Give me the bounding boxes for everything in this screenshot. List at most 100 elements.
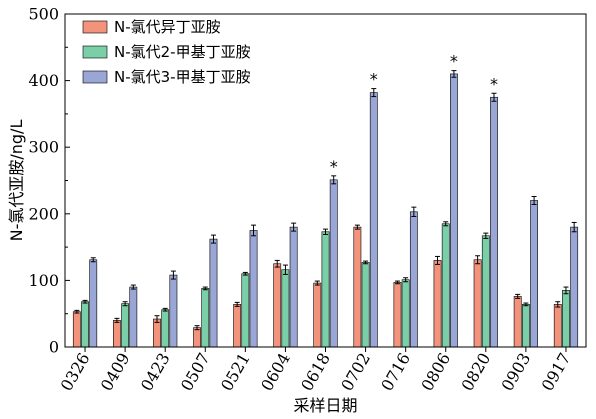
error-bar-0409-series-2 <box>122 301 128 307</box>
error-bar-0903-series-2 <box>523 302 529 307</box>
error-bar-0604-series-3 <box>291 222 297 232</box>
bar-0917-series-2 <box>562 290 570 348</box>
error-bar-0507-series-1 <box>194 325 200 331</box>
bar-0326-series-2 <box>81 301 89 348</box>
error-bar-0917-series-1 <box>555 301 561 308</box>
legend-label-series-1: N-氯代异丁亚胺 <box>114 18 221 36</box>
bar-0917-series-1 <box>553 304 562 348</box>
bar-0423-series-2 <box>161 309 170 348</box>
bar-0903-series-3 <box>530 200 538 348</box>
legend-label-series-3: N-氯代3-甲基丁亚胺 <box>114 68 251 86</box>
error-bar-0903-series-3 <box>531 195 537 205</box>
error-bar-0716-series-2 <box>403 277 409 283</box>
significance-mark-0702: * <box>370 70 378 89</box>
x-tick-label-0604: 0604 <box>257 350 294 395</box>
bar-0618-series-3 <box>329 179 338 348</box>
error-bar-0423-series-2 <box>162 307 168 312</box>
x-tick-label-0806: 0806 <box>417 350 454 395</box>
error-bar-0702-series-1 <box>354 224 360 230</box>
bar-0903-series-1 <box>513 296 522 348</box>
error-bar-0806-series-2 <box>443 221 449 227</box>
legend-swatch-series-2 <box>82 45 108 59</box>
error-bar-0917-series-2 <box>563 286 569 295</box>
x-tick-label-0702: 0702 <box>337 350 374 395</box>
error-bar-0618-series-1 <box>314 280 320 286</box>
error-bar-0618-series-2 <box>323 228 328 235</box>
bar-0423-series-1 <box>153 318 161 348</box>
error-bar-0507-series-3 <box>210 234 216 244</box>
bar-0409-series-3 <box>129 286 138 348</box>
x-tick-label-0507: 0507 <box>177 350 214 395</box>
bar-0618-series-1 <box>313 282 322 348</box>
significance-mark-0618: * <box>330 157 338 176</box>
bar-0521-series-3 <box>249 230 258 348</box>
bar-0820-series-3 <box>490 96 498 348</box>
error-bar-0326-series-1 <box>74 309 80 314</box>
bar-0618-series-2 <box>321 231 330 348</box>
bar-0507-series-1 <box>193 327 201 348</box>
error-bar-0820-series-2 <box>483 232 489 239</box>
error-bar-0521-series-1 <box>234 301 240 307</box>
bar-0604-series-1 <box>273 263 282 348</box>
error-bar-0806-series-3 <box>451 70 457 78</box>
bar-0820-series-1 <box>473 259 482 348</box>
bar-0716-series-2 <box>401 279 410 348</box>
bar-0326-series-3 <box>89 259 98 348</box>
bar-0423-series-3 <box>169 274 178 348</box>
y-tick-label-500: 500 <box>28 5 59 24</box>
significance-mark-0806: * <box>450 52 458 71</box>
error-bar-0903-series-1 <box>515 293 521 299</box>
bar-0702-series-3 <box>369 92 378 348</box>
x-axis-title: 采样日期 <box>293 396 357 415</box>
y-tick-label-200: 200 <box>28 204 59 223</box>
plot-marks: * * * * <box>72 52 579 348</box>
error-bar-0820-series-3 <box>491 92 497 102</box>
error-bar-0604-series-2 <box>282 264 288 275</box>
error-bar-0716-series-3 <box>411 206 417 217</box>
y-tick-label-400: 400 <box>28 71 59 90</box>
y-tick-label-300: 300 <box>28 138 59 157</box>
bar-0716-series-3 <box>409 211 418 348</box>
x-tick-label-0409: 0409 <box>97 350 134 395</box>
bar-0604-series-3 <box>289 226 298 348</box>
bar-0820-series-2 <box>481 235 490 348</box>
x-tick-label-0521: 0521 <box>217 350 254 395</box>
legend-label-series-2: N-氯代2-甲基丁亚胺 <box>114 43 251 61</box>
error-bar-0702-series-3 <box>371 88 377 98</box>
error-bar-0521-series-3 <box>251 224 257 237</box>
x-tick-label-0903: 0903 <box>498 350 535 395</box>
x-tick-label-0820: 0820 <box>457 350 494 395</box>
error-bar-0409-series-1 <box>114 317 120 323</box>
bar-0326-series-1 <box>72 311 81 348</box>
y-tick-label-0: 0 <box>49 338 59 357</box>
bar-0806-series-2 <box>441 223 450 348</box>
x-tick-label-0716: 0716 <box>377 350 414 395</box>
error-bar-0409-series-3 <box>130 284 136 290</box>
x-tick-label-0326: 0326 <box>57 350 94 395</box>
bar-0507-series-2 <box>201 288 210 348</box>
bar-0521-series-2 <box>241 273 250 348</box>
bar-0716-series-1 <box>393 282 402 348</box>
x-tick-label-0618: 0618 <box>297 350 334 395</box>
error-bar-0423-series-1 <box>154 315 160 323</box>
error-bar-0423-series-3 <box>170 270 176 280</box>
y-tick-label-100: 100 <box>28 271 59 290</box>
legend: N-氯代异丁亚胺 N-氯代2-甲基丁亚胺 N-氯代3-甲基丁亚胺 <box>82 18 251 86</box>
error-bar-0716-series-1 <box>394 280 400 285</box>
error-bar-0326-series-3 <box>90 257 96 263</box>
bar-0409-series-1 <box>113 320 121 348</box>
error-bar-0618-series-3 <box>331 175 337 185</box>
bar-0409-series-2 <box>121 303 130 348</box>
bar-0903-series-2 <box>521 304 530 348</box>
bar-0521-series-1 <box>233 304 242 348</box>
bar-0702-series-2 <box>361 262 370 348</box>
bar-0604-series-2 <box>281 269 290 348</box>
bar-0702-series-1 <box>353 226 362 348</box>
error-bar-0604-series-1 <box>274 259 280 268</box>
error-bar-0806-series-1 <box>435 255 441 265</box>
error-bar-0326-series-2 <box>82 299 88 304</box>
x-tick-label-0423: 0423 <box>137 350 174 395</box>
bar-0917-series-3 <box>570 226 579 348</box>
bar-0806-series-1 <box>433 260 442 348</box>
